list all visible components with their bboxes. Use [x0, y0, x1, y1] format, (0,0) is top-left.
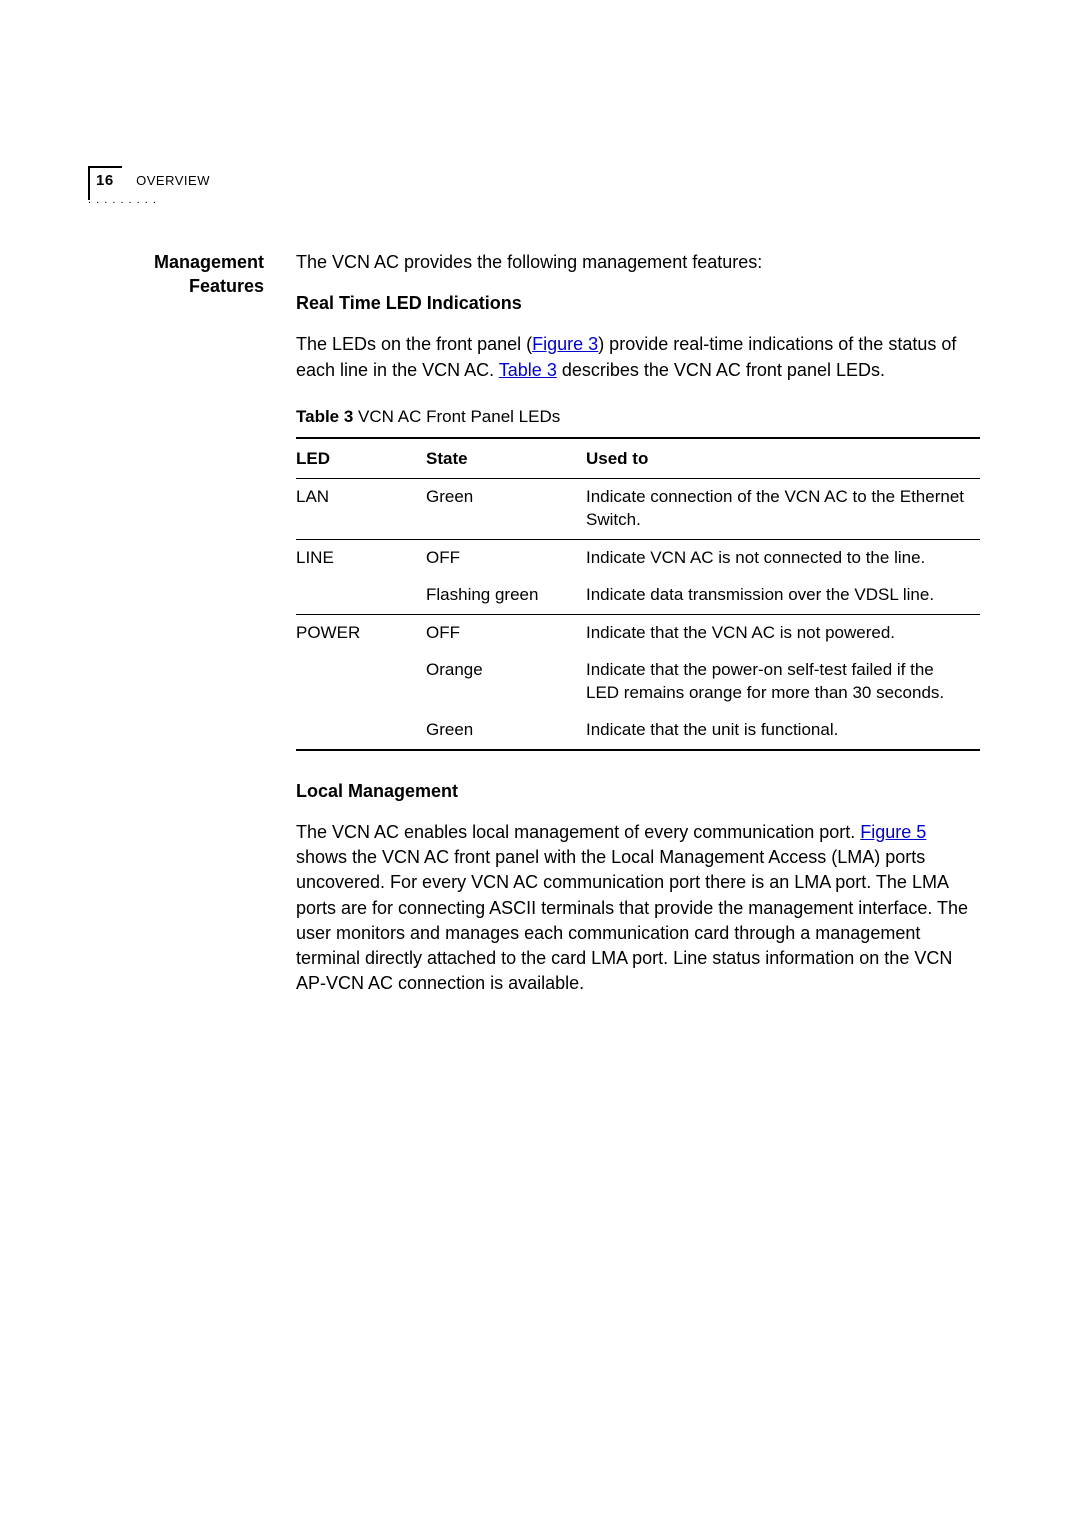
section1-paragraph: The LEDs on the front panel (Figure 3) p… [296, 332, 980, 382]
page-header: 16 OVERVIEW . . . . . . . . . [96, 172, 210, 206]
cell-led [296, 652, 426, 712]
table-row: POWER OFF Indicate that the VCN AC is no… [296, 615, 980, 652]
page-number: 16 [96, 172, 114, 189]
table-row: Flashing green Indicate data transmissio… [296, 577, 980, 614]
cell-led: LINE [296, 540, 426, 577]
side-label-line1: Management [154, 252, 264, 272]
figure3-link[interactable]: Figure 3 [532, 334, 598, 354]
side-label-line2: Features [189, 276, 264, 296]
body-column: The VCN AC provides the following manage… [296, 250, 980, 1012]
cell-state: OFF [426, 540, 586, 577]
cell-led: LAN [296, 479, 426, 540]
cell-state: OFF [426, 615, 586, 652]
table-caption-rest: VCN AC Front Panel LEDs [353, 407, 560, 426]
table-caption: Table 3 VCN AC Front Panel LEDs [296, 405, 980, 429]
figure5-link[interactable]: Figure 5 [860, 822, 926, 842]
cell-state: Flashing green [426, 577, 586, 614]
chapter-title: OVERVIEW [136, 173, 210, 188]
header-corner-top [88, 166, 122, 168]
cell-state: Green [426, 479, 586, 540]
s1-pre: The LEDs on the front panel ( [296, 334, 532, 354]
th-led: LED [296, 438, 426, 479]
s2-post: shows the VCN AC front panel with the Lo… [296, 847, 968, 993]
table3-link[interactable]: Table 3 [499, 360, 557, 380]
cell-used: Indicate that the power-on self-test fai… [586, 652, 980, 712]
s2-pre: The VCN AC enables local management of e… [296, 822, 860, 842]
table-row: Green Indicate that the unit is function… [296, 712, 980, 750]
cell-state: Green [426, 712, 586, 750]
intro-sentence: The VCN AC provides the following manage… [296, 250, 980, 275]
cell-used: Indicate that the VCN AC is not powered. [586, 615, 980, 652]
section2-title: Local Management [296, 779, 980, 804]
cell-used: Indicate data transmission over the VDSL… [586, 577, 980, 614]
s1-mid2: describes the VCN AC front panel LEDs. [557, 360, 885, 380]
th-state: State [426, 438, 586, 479]
th-used: Used to [586, 438, 980, 479]
table-caption-bold: Table 3 [296, 407, 353, 426]
table-header-row: LED State Used to [296, 438, 980, 479]
section1-title: Real Time LED Indications [296, 291, 980, 316]
cell-used: Indicate that the unit is functional. [586, 712, 980, 750]
section2-paragraph: The VCN AC enables local management of e… [296, 820, 980, 996]
cell-led: POWER [296, 615, 426, 652]
table-row: Orange Indicate that the power-on self-t… [296, 652, 980, 712]
led-table: LED State Used to LAN Green Indicate con… [296, 437, 980, 751]
table-row: LAN Green Indicate connection of the VCN… [296, 479, 980, 540]
cell-led [296, 712, 426, 750]
cell-state: Orange [426, 652, 586, 712]
table-row: LINE OFF Indicate VCN AC is not connecte… [296, 540, 980, 577]
cell-used: Indicate VCN AC is not connected to the … [586, 540, 980, 577]
section-side-label: Management Features [96, 250, 264, 1012]
cell-led [296, 577, 426, 614]
header-dots: . . . . . . . . . [88, 194, 210, 206]
cell-used: Indicate connection of the VCN AC to the… [586, 479, 980, 540]
